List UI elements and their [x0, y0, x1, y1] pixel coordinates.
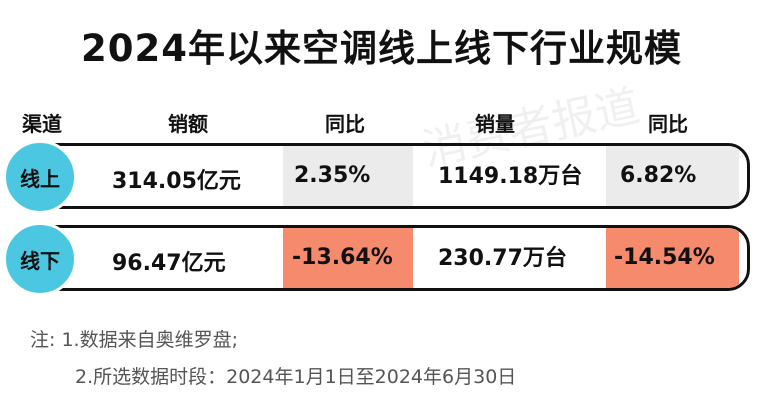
- note: 注: 1.数据来自奥维罗盘;: [30, 329, 238, 351]
- cell: 1149.18万台: [438, 164, 583, 189]
- cell-bg: [606, 146, 739, 206]
- note: 2.所选数据时段：2024年1月1日至2024年6月30日: [75, 366, 517, 388]
- cell-bg: [283, 146, 413, 206]
- header-cell: 销额: [168, 112, 208, 136]
- channel-badge: 线上: [3, 140, 77, 214]
- header-cell: 销量: [475, 112, 515, 136]
- cell-bg: [606, 228, 739, 288]
- cell: 96.47亿元: [112, 251, 226, 276]
- cell: -14.54%: [614, 245, 715, 270]
- cell: 314.05亿元: [112, 169, 241, 194]
- title: 2024年以来空调线上线下行业规模: [81, 27, 682, 70]
- channel-badge: 线下: [3, 222, 77, 296]
- cell: 6.82%: [620, 163, 697, 188]
- cell: 2.35%: [294, 163, 371, 188]
- header-cell: 同比: [648, 112, 688, 136]
- table-row: [40, 143, 750, 209]
- table-row: [40, 225, 750, 291]
- cell: 230.77万台: [438, 246, 567, 271]
- cell-bg: [283, 228, 413, 288]
- header-cell: 渠道: [22, 112, 62, 136]
- cell: -13.64%: [292, 245, 393, 270]
- header-cell: 同比: [325, 112, 365, 136]
